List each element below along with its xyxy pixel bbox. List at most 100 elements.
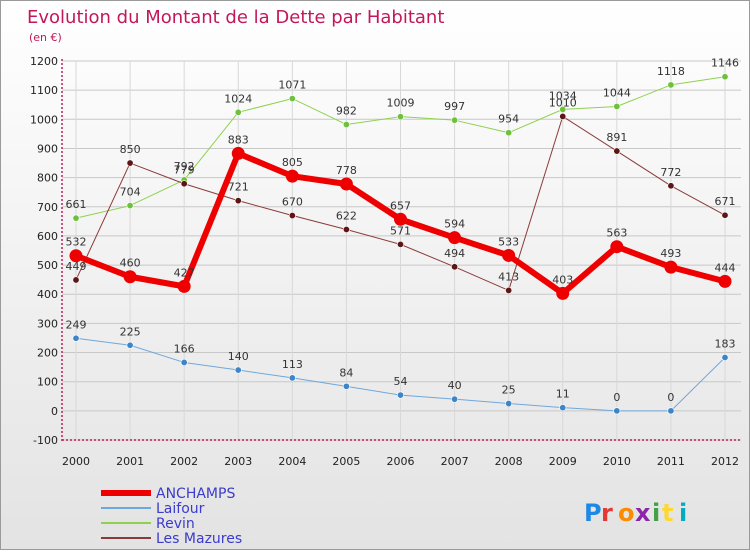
- data-label: 954: [498, 113, 519, 126]
- data-point: [451, 263, 459, 271]
- data-label: 772: [660, 166, 681, 179]
- data-point: [721, 211, 729, 219]
- data-point: [559, 112, 567, 120]
- data-label: 997: [444, 100, 465, 113]
- data-point: [288, 95, 296, 103]
- series-anchamps: 532 460 427 883 805 778 657 594 533 403 563 493 444: [66, 133, 736, 300]
- data-label: 444: [715, 261, 736, 274]
- y-tick-label: 400: [37, 288, 58, 301]
- series-les-mazures: 449 850 779 721 670 622 571 494 413 1010 891 772 671: [66, 96, 736, 294]
- data-label: 778: [336, 164, 357, 177]
- x-tick-label: 2002: [170, 455, 198, 468]
- data-label: 779: [174, 164, 195, 177]
- data-label: 982: [336, 105, 357, 118]
- data-point: [126, 341, 134, 349]
- data-label: 140: [228, 350, 249, 363]
- data-label: 113: [282, 358, 303, 371]
- data-label: 183: [715, 337, 736, 350]
- x-tick-label: 2006: [387, 455, 415, 468]
- chart-subtitle: (en €): [29, 31, 62, 44]
- data-label: 249: [66, 318, 87, 331]
- data-label: 413: [498, 270, 519, 283]
- y-tick-label: 1200: [30, 55, 58, 68]
- data-point: [667, 407, 675, 415]
- data-label: 493: [660, 247, 681, 260]
- data-label: 594: [444, 218, 465, 231]
- data-label: 704: [120, 186, 141, 199]
- data-label: 1044: [603, 86, 631, 99]
- data-label: 657: [390, 199, 411, 212]
- logo-letter: r: [601, 499, 613, 527]
- data-point: [234, 197, 242, 205]
- data-point: [559, 404, 567, 412]
- data-label: 850: [120, 143, 141, 156]
- data-label: 225: [120, 325, 141, 338]
- legend-label: Les Mazures: [156, 531, 242, 547]
- y-tick-label: 900: [37, 142, 58, 155]
- data-label: 563: [606, 227, 627, 240]
- data-point: [667, 182, 675, 190]
- data-point: [559, 105, 567, 113]
- y-tick-label: 600: [37, 230, 58, 243]
- data-point: [288, 212, 296, 220]
- series-revin: 661 704 792 1024 1071 982 1009 997 954 1034 1044 11…: [66, 57, 739, 222]
- x-tick-label: 2007: [441, 455, 469, 468]
- data-label: 571: [390, 224, 411, 237]
- y-tick-label: 1100: [30, 84, 58, 97]
- data-label: 533: [498, 235, 519, 248]
- data-label: 1071: [278, 79, 306, 92]
- data-point: [610, 240, 624, 254]
- data-label: 0: [667, 391, 674, 404]
- data-label: 427: [174, 266, 195, 279]
- data-label: 40: [448, 379, 462, 392]
- logo-letter: t: [662, 499, 673, 527]
- data-label: 1146: [711, 57, 739, 70]
- data-point: [339, 177, 353, 191]
- x-tick-label: 2010: [603, 455, 631, 468]
- legend-label: Revin: [156, 516, 195, 532]
- data-point: [613, 147, 621, 155]
- data-point: [505, 400, 513, 408]
- data-point: [613, 102, 621, 110]
- data-point: [177, 279, 191, 293]
- data-point: [231, 146, 245, 160]
- series-laifour: 249 225 166 140 113 84 54 40 25 11 0 0 183: [66, 318, 736, 415]
- data-point: [396, 391, 404, 399]
- data-label: 661: [66, 198, 87, 211]
- y-tick-label: 300: [37, 317, 58, 330]
- data-point: [396, 113, 404, 121]
- x-tick-label: 2004: [278, 455, 306, 468]
- axes: -100010020030040050060070080090010001100…: [30, 55, 741, 468]
- data-point: [718, 274, 732, 288]
- data-label: 532: [66, 236, 87, 249]
- data-label: 0: [613, 391, 620, 404]
- x-tick-label: 2009: [549, 455, 577, 468]
- data-point: [72, 214, 80, 222]
- y-tick-label: 500: [37, 259, 58, 272]
- data-label: 25: [502, 384, 516, 397]
- x-tick-label: 2012: [711, 455, 739, 468]
- data-label: 721: [228, 181, 249, 194]
- data-point: [505, 129, 513, 137]
- data-label: 1118: [657, 65, 685, 78]
- logo-letter: i: [652, 499, 660, 527]
- data-point: [448, 231, 462, 245]
- data-label: 1034: [549, 89, 577, 102]
- legend-label: Laifour: [156, 501, 205, 517]
- chart-title: Evolution du Montant de la Dette par Hab…: [27, 7, 444, 28]
- x-tick-label: 2008: [495, 455, 523, 468]
- data-point: [342, 121, 350, 129]
- y-tick-label: -100: [33, 434, 58, 447]
- data-label: 403: [552, 273, 573, 286]
- data-label: 84: [339, 366, 353, 379]
- data-point: [72, 334, 80, 342]
- data-point: [556, 286, 570, 300]
- data-label: 11: [556, 388, 570, 401]
- series-layer: 661 704 792 1024 1071 982 1009 997 954 1034 1044 11…: [66, 57, 739, 415]
- data-point: [451, 395, 459, 403]
- data-label: 494: [444, 247, 465, 260]
- data-label: 449: [66, 260, 87, 273]
